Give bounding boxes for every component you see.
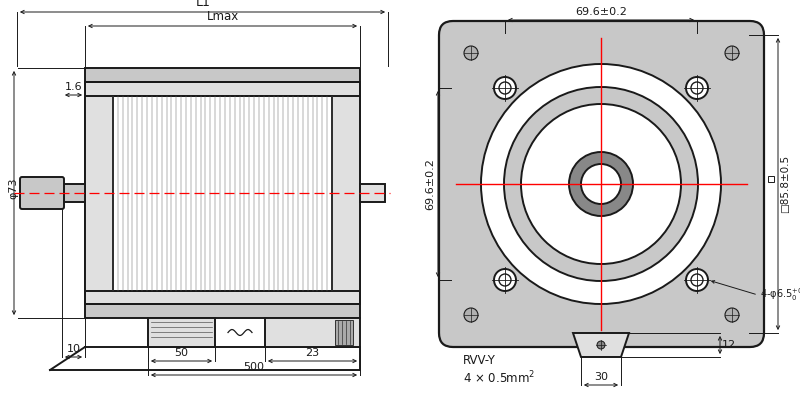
Circle shape xyxy=(691,82,703,94)
Circle shape xyxy=(569,152,633,216)
FancyBboxPatch shape xyxy=(439,21,764,347)
Bar xyxy=(62,184,85,202)
Text: $^{\mathsf{0}}_{\mathsf{-0.05}}$: $^{\mathsf{0}}_{\mathsf{-0.05}}$ xyxy=(19,190,38,205)
Circle shape xyxy=(691,274,703,286)
Bar xyxy=(85,68,360,318)
Circle shape xyxy=(686,269,708,291)
Text: □85.8±0.5: □85.8±0.5 xyxy=(780,155,790,213)
Text: 12: 12 xyxy=(722,340,736,350)
Bar xyxy=(768,176,774,182)
Text: Lmax: Lmax xyxy=(206,10,238,23)
Circle shape xyxy=(464,308,478,322)
Text: 10: 10 xyxy=(66,344,81,354)
Circle shape xyxy=(481,64,721,304)
Text: 30: 30 xyxy=(594,372,608,382)
Text: 69.6±0.2: 69.6±0.2 xyxy=(425,158,435,210)
Text: φ73: φ73 xyxy=(8,177,18,199)
Circle shape xyxy=(521,104,681,264)
Bar xyxy=(85,82,360,304)
Text: 1.6: 1.6 xyxy=(65,82,82,92)
Bar xyxy=(54,184,62,202)
Bar xyxy=(113,96,332,291)
Bar xyxy=(335,320,353,345)
Text: 23: 23 xyxy=(306,348,319,358)
Circle shape xyxy=(725,46,739,60)
Bar xyxy=(148,318,215,347)
Circle shape xyxy=(581,164,621,204)
Bar xyxy=(360,184,385,202)
Polygon shape xyxy=(573,333,629,357)
Text: 500: 500 xyxy=(243,362,265,372)
FancyBboxPatch shape xyxy=(20,177,64,209)
Text: RVV-Y: RVV-Y xyxy=(463,354,496,367)
Text: 4-φ6.5$^{+0.15}_{0}$: 4-φ6.5$^{+0.15}_{0}$ xyxy=(760,287,800,303)
Circle shape xyxy=(494,77,516,99)
Text: 4 × 0.5mm$^2$: 4 × 0.5mm$^2$ xyxy=(463,370,535,386)
Circle shape xyxy=(464,46,478,60)
Text: L1: L1 xyxy=(196,0,211,9)
Circle shape xyxy=(686,77,708,99)
Circle shape xyxy=(504,87,698,281)
Text: 50: 50 xyxy=(174,348,189,358)
Circle shape xyxy=(597,341,605,349)
Circle shape xyxy=(499,274,511,286)
Bar xyxy=(265,318,360,347)
Circle shape xyxy=(494,269,516,291)
Text: 69.6±0.2: 69.6±0.2 xyxy=(575,7,627,17)
Circle shape xyxy=(499,82,511,94)
Circle shape xyxy=(725,308,739,322)
